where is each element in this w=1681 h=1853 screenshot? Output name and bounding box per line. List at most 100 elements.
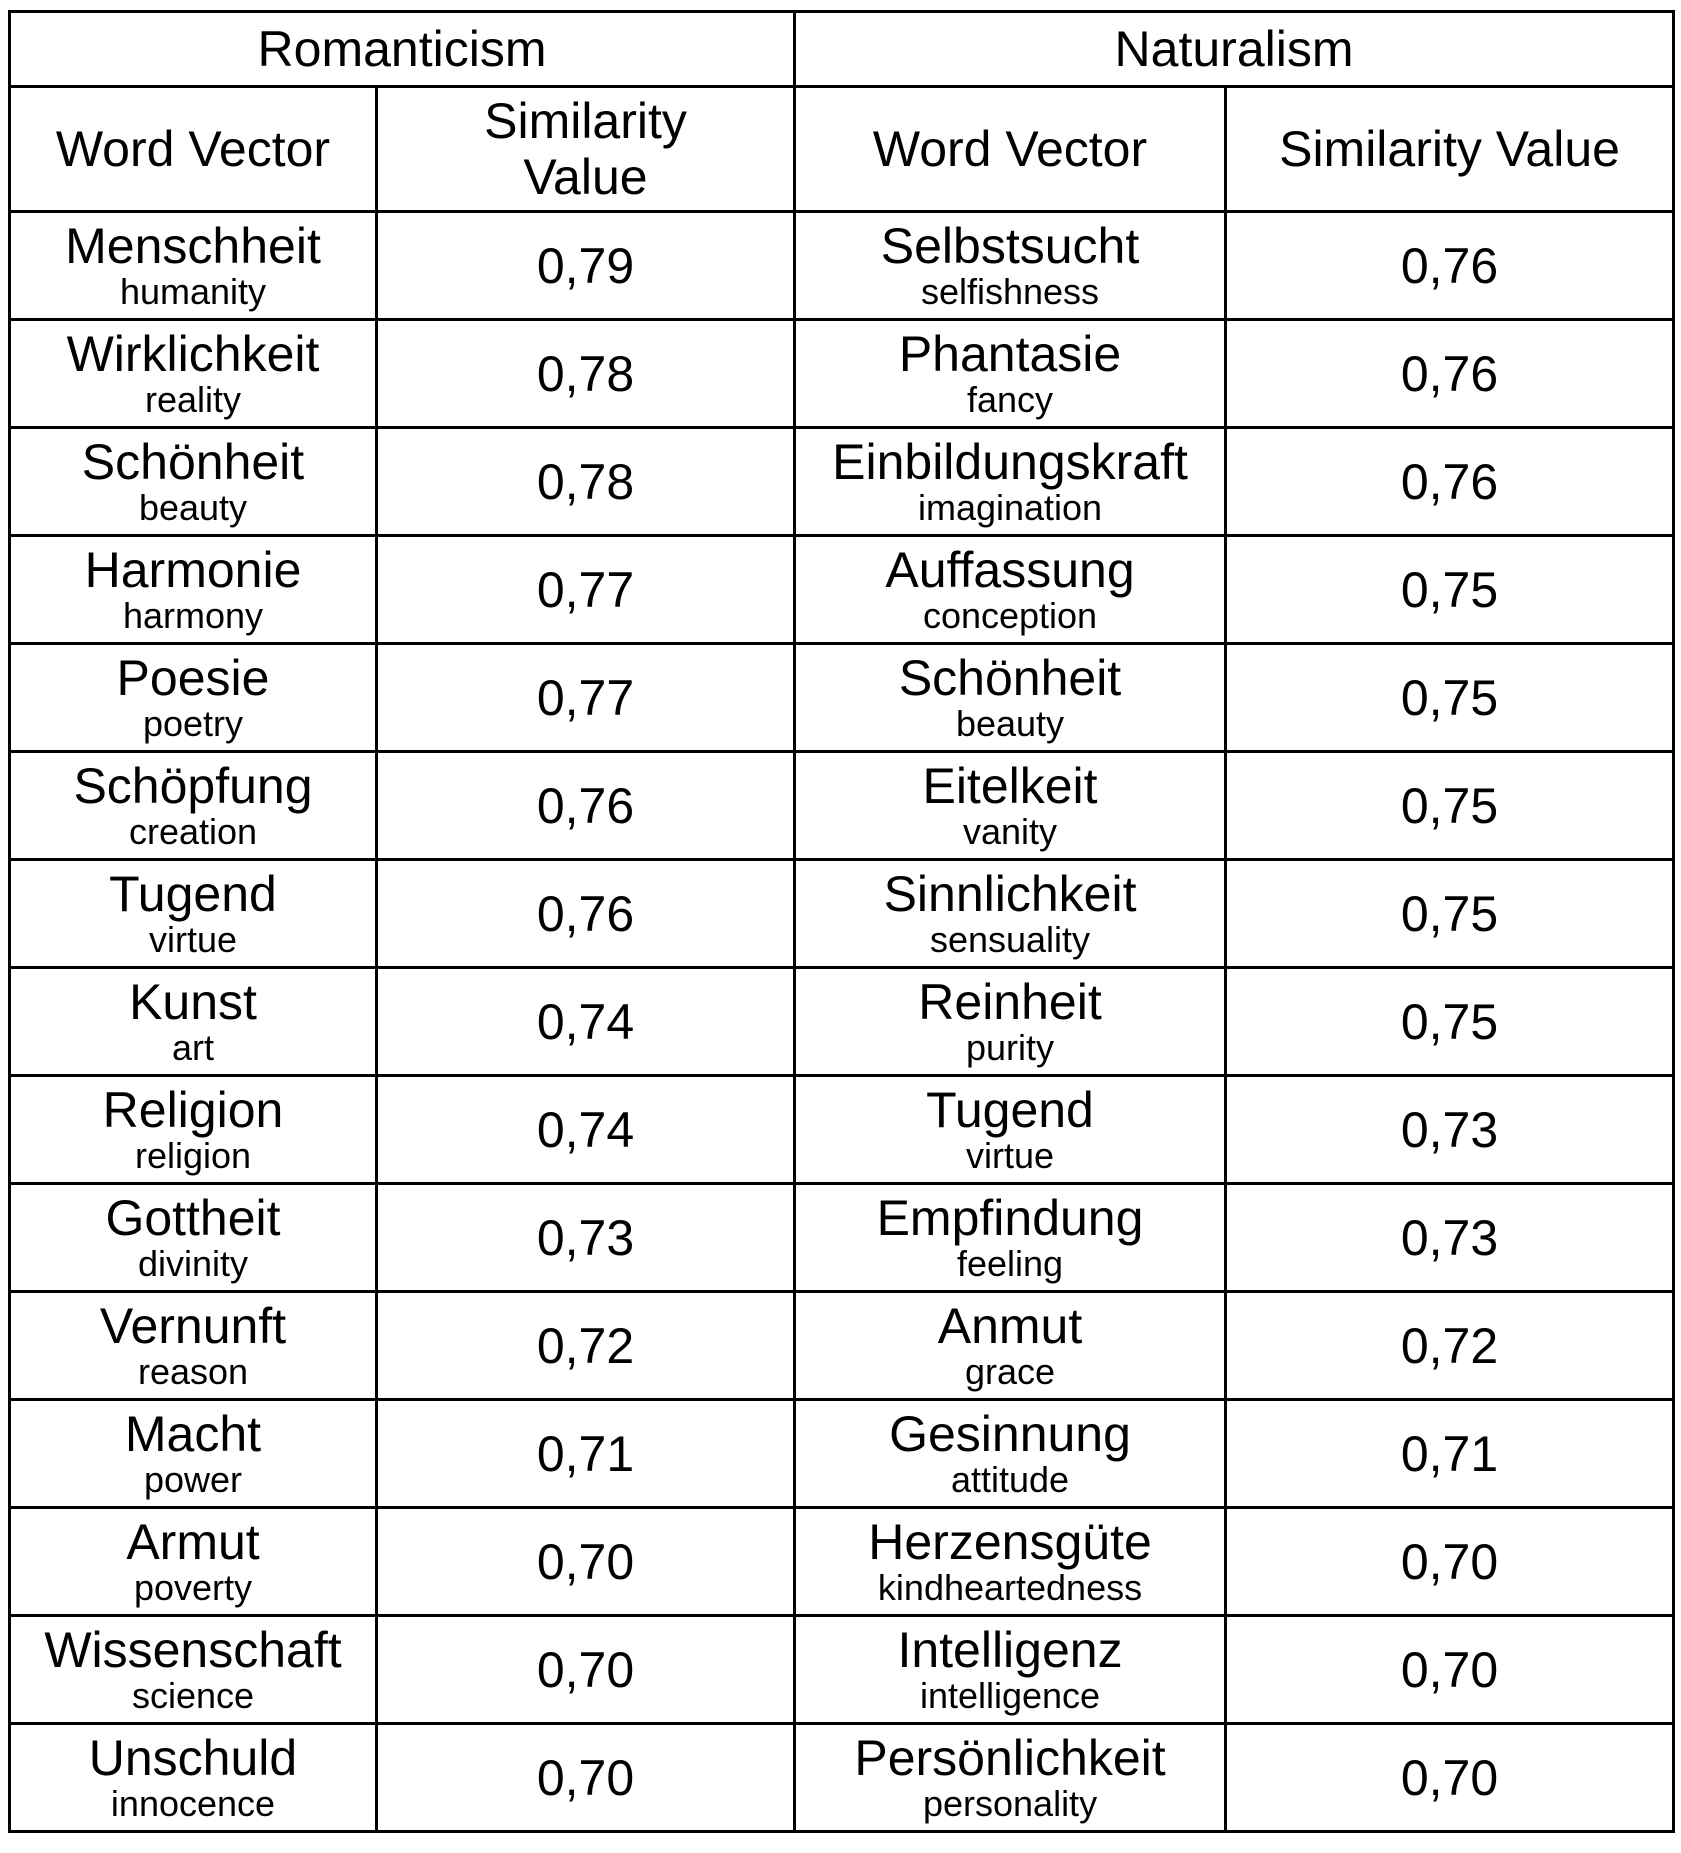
naturalism-english-translation: vanity	[962, 810, 1058, 852]
romanticism-word-cell: Kunst art	[8, 966, 378, 1077]
romanticism-word-cell: Vernunft reason	[8, 1290, 378, 1401]
naturalism-similarity-value: 0,70	[1224, 1506, 1676, 1617]
naturalism-word-cell: Reinheit purity	[793, 966, 1228, 1077]
romanticism-similarity-value: 0,74	[374, 1074, 797, 1185]
naturalism-similarity-value: 0,76	[1224, 210, 1676, 321]
romanticism-english-translation: poverty	[133, 1566, 253, 1608]
romanticism-english-translation: divinity	[137, 1242, 249, 1284]
romanticism-word-cell: Tugend virtue	[8, 858, 378, 969]
romanticism-similarity-value: 0,70	[374, 1506, 797, 1617]
romanticism-german-word: Menschheit	[65, 217, 321, 274]
table-row: Wirklichkeit reality 0,78 Phantasie fanc…	[8, 318, 1676, 429]
naturalism-german-word: Herzensgüte	[868, 1513, 1152, 1570]
romanticism-german-word: Macht	[124, 1405, 262, 1462]
romanticism-english-translation: science	[131, 1674, 255, 1716]
romanticism-german-word: Vernunft	[99, 1297, 287, 1354]
romanticism-word-cell: Armut poverty	[8, 1506, 378, 1617]
column-header-similarity-value: Similarity Value	[374, 85, 797, 213]
romanticism-english-translation: art	[171, 1026, 214, 1068]
romanticism-word-cell: Wirklichkeit reality	[8, 318, 378, 429]
romanticism-german-word: Schöpfung	[73, 757, 313, 814]
naturalism-similarity-value: 0,76	[1224, 318, 1676, 429]
naturalism-similarity-value: 0,75	[1224, 642, 1676, 753]
romanticism-german-word: Gottheit	[105, 1189, 281, 1246]
naturalism-similarity-value: 0,75	[1224, 858, 1676, 969]
romanticism-similarity-value: 0,72	[374, 1290, 797, 1401]
romanticism-similarity-value: 0,73	[374, 1182, 797, 1293]
table-row: Gottheit divinity 0,73 Empfindung feelin…	[8, 1182, 1676, 1293]
romanticism-word-cell: Menschheit humanity	[8, 210, 378, 321]
naturalism-german-word: Persönlichkeit	[854, 1729, 1166, 1786]
naturalism-english-translation: fancy	[966, 378, 1054, 420]
naturalism-word-cell: Schönheit beauty	[793, 642, 1228, 753]
romanticism-english-translation: reason	[137, 1350, 249, 1392]
romanticism-english-translation: innocence	[110, 1782, 276, 1824]
romanticism-german-word: Schönheit	[81, 433, 305, 490]
naturalism-english-translation: conception	[922, 594, 1098, 636]
naturalism-word-cell: Anmut grace	[793, 1290, 1228, 1401]
naturalism-german-word: Sinnlichkeit	[883, 865, 1137, 922]
romanticism-german-word: Kunst	[129, 973, 257, 1030]
naturalism-word-cell: Eitelkeit vanity	[793, 750, 1228, 861]
similarity-table: Romanticism Naturalism Word Vector Simil…	[7, 10, 1676, 1833]
romanticism-german-word: Wissenschaft	[44, 1621, 342, 1678]
romanticism-similarity-value: 0,77	[374, 534, 797, 645]
table-row: Harmonie harmony 0,77 Auffassung concept…	[8, 534, 1676, 645]
romanticism-similarity-value: 0,78	[374, 426, 797, 537]
naturalism-similarity-value: 0,70	[1224, 1722, 1676, 1833]
table-row: Armut poverty 0,70 Herzensgüte kindheart…	[8, 1506, 1676, 1617]
romanticism-german-word: Unschuld	[88, 1729, 298, 1786]
naturalism-similarity-value: 0,76	[1224, 426, 1676, 537]
romanticism-word-cell: Harmonie harmony	[8, 534, 378, 645]
table-row: Schöpfung creation 0,76 Eitelkeit vanity…	[8, 750, 1676, 861]
naturalism-similarity-value: 0,73	[1224, 1074, 1676, 1185]
romanticism-german-word: Harmonie	[84, 541, 302, 598]
romanticism-english-translation: creation	[128, 810, 258, 852]
naturalism-word-cell: Phantasie fancy	[793, 318, 1228, 429]
naturalism-german-word: Anmut	[937, 1297, 1083, 1354]
naturalism-word-cell: Auffassung conception	[793, 534, 1228, 645]
romanticism-word-cell: Schönheit beauty	[8, 426, 378, 537]
naturalism-english-translation: personality	[922, 1782, 1098, 1824]
naturalism-similarity-value: 0,75	[1224, 966, 1676, 1077]
naturalism-similarity-value: 0,75	[1224, 750, 1676, 861]
romanticism-english-translation: humanity	[119, 270, 267, 312]
naturalism-word-cell: Intelligenz intelligence	[793, 1614, 1228, 1725]
naturalism-english-translation: attitude	[950, 1458, 1070, 1500]
romanticism-word-cell: Macht power	[8, 1398, 378, 1509]
table-body: Menschheit humanity 0,79 Selbstsucht sel…	[8, 210, 1676, 1833]
romanticism-word-cell: Schöpfung creation	[8, 750, 378, 861]
table-row: Menschheit humanity 0,79 Selbstsucht sel…	[8, 210, 1676, 321]
romanticism-similarity-value: 0,71	[374, 1398, 797, 1509]
romanticism-word-cell: Gottheit divinity	[8, 1182, 378, 1293]
naturalism-word-cell: Tugend virtue	[793, 1074, 1228, 1185]
naturalism-word-cell: Sinnlichkeit sensuality	[793, 858, 1228, 969]
naturalism-german-word: Eitelkeit	[922, 757, 1098, 814]
naturalism-german-word: Selbstsucht	[880, 217, 1140, 274]
naturalism-german-word: Phantasie	[898, 325, 1122, 382]
group-header-naturalism: Naturalism	[793, 10, 1676, 88]
romanticism-english-translation: religion	[134, 1134, 252, 1176]
naturalism-german-word: Einbildungskraft	[832, 433, 1188, 490]
naturalism-word-cell: Selbstsucht selfishness	[793, 210, 1228, 321]
romanticism-similarity-value: 0,70	[374, 1614, 797, 1725]
naturalism-word-cell: Empfindung feeling	[793, 1182, 1228, 1293]
naturalism-similarity-value: 0,70	[1224, 1614, 1676, 1725]
naturalism-word-cell: Gesinnung attitude	[793, 1398, 1228, 1509]
table-row: Wissenschaft science 0,70 Intelligenz in…	[8, 1614, 1676, 1725]
group-header-row: Romanticism Naturalism	[7, 10, 1676, 88]
table-row: Tugend virtue 0,76 Sinnlichkeit sensuali…	[8, 858, 1676, 969]
naturalism-similarity-value: 0,71	[1224, 1398, 1676, 1509]
romanticism-german-word: Poesie	[116, 649, 270, 706]
naturalism-english-translation: grace	[964, 1350, 1056, 1392]
column-header-row: Word Vector Similarity Value Word Vector…	[8, 85, 1676, 213]
romanticism-word-cell: Poesie poetry	[8, 642, 378, 753]
romanticism-similarity-value: 0,76	[374, 858, 797, 969]
naturalism-similarity-value: 0,72	[1224, 1290, 1676, 1401]
romanticism-english-translation: power	[143, 1458, 243, 1500]
naturalism-word-cell: Persönlichkeit personality	[793, 1722, 1228, 1833]
naturalism-english-translation: selfishness	[920, 270, 1100, 312]
similarity-table-wrapper: Romanticism Naturalism Word Vector Simil…	[7, 10, 1676, 1833]
naturalism-similarity-value: 0,75	[1224, 534, 1676, 645]
naturalism-word-cell: Herzensgüte kindheartedness	[793, 1506, 1228, 1617]
